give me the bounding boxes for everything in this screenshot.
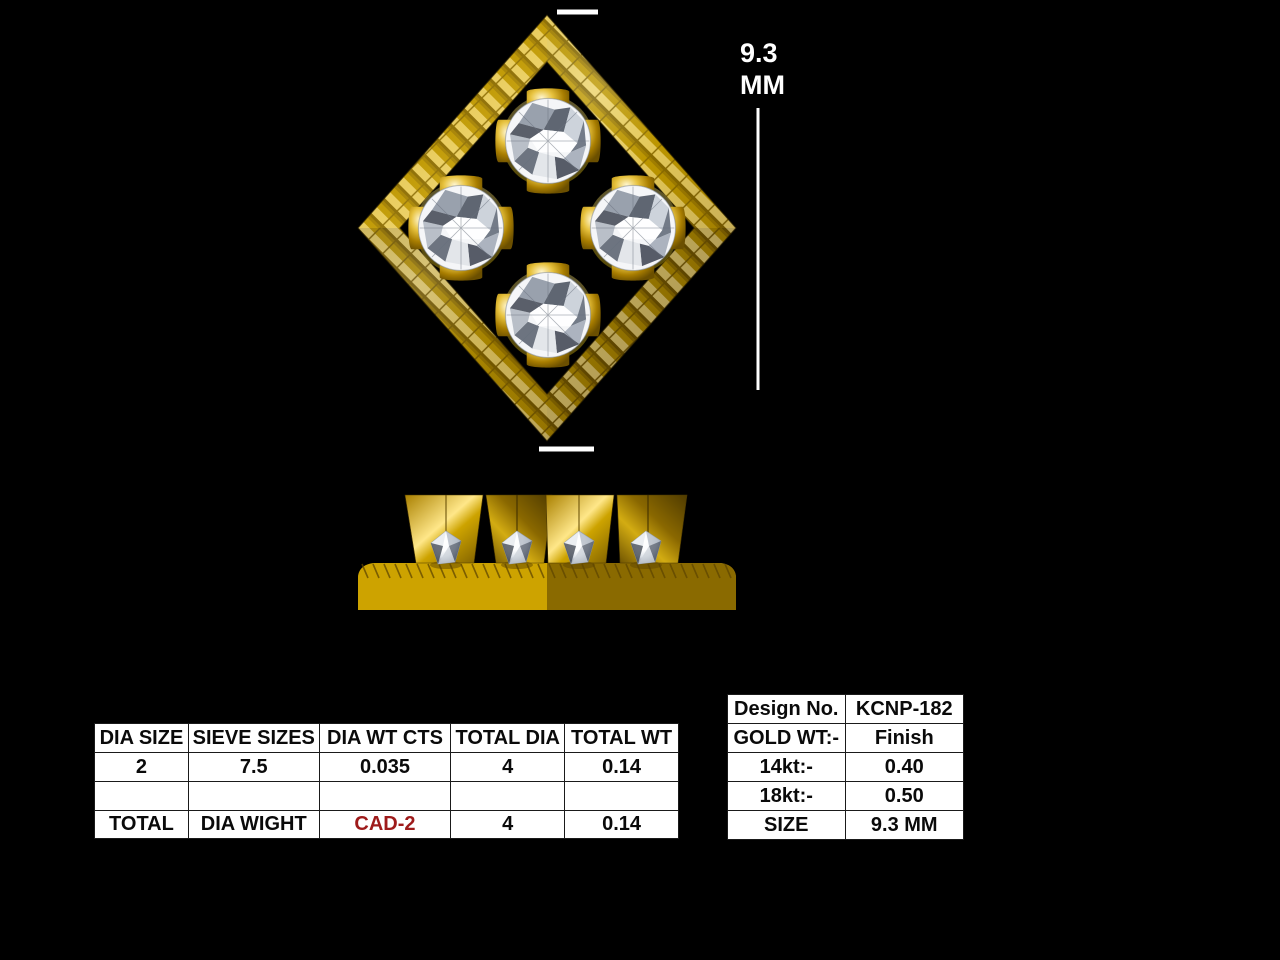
- svg-text:MM: MM: [740, 70, 785, 100]
- svg-text:9.3: 9.3: [740, 38, 778, 68]
